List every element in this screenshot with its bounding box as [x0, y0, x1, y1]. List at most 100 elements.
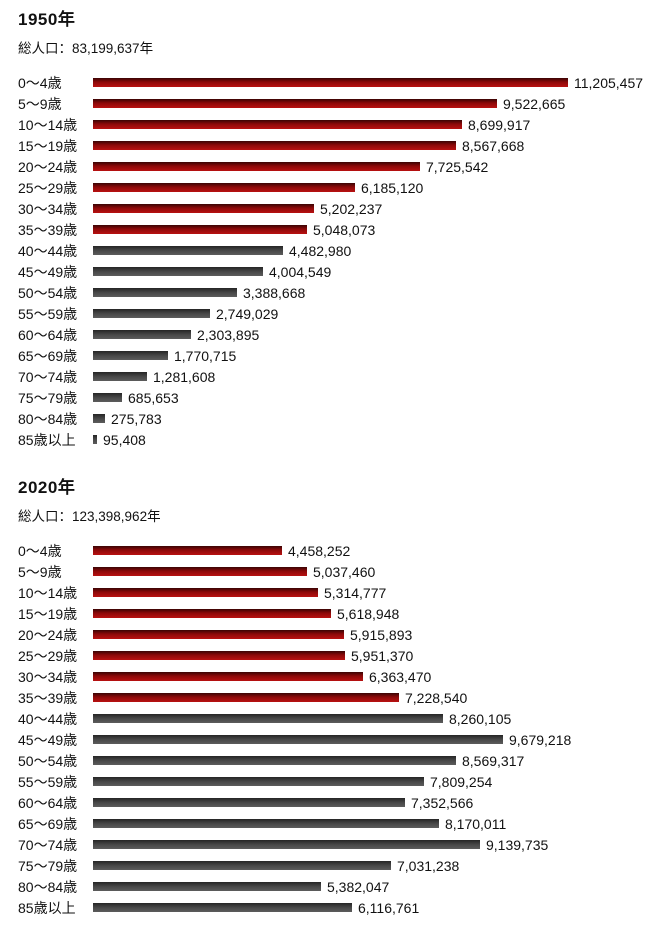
value-label: 11,205,457: [574, 74, 644, 91]
age-group-label: 60〜64歳: [18, 326, 78, 343]
bar-row: 85歳以上 6,116,761: [18, 897, 650, 918]
value-label: 6,363,470: [369, 668, 432, 685]
value-label: 8,569,317: [462, 752, 525, 769]
age-group-label: 20〜24歳: [18, 626, 78, 643]
age-group-label: 80〜84歳: [18, 878, 78, 895]
age-group-label: 15〜19歳: [18, 137, 78, 154]
bar-row: 60〜64歳 2,303,895: [18, 324, 650, 345]
bar-row: 20〜24歳 7,725,542: [18, 156, 650, 177]
population-bar-gray: [93, 798, 405, 807]
bar-row: 25〜29歳 5,951,370: [18, 645, 650, 666]
value-label: 7,809,254: [430, 773, 493, 790]
bar-row: 45〜49歳 9,679,218: [18, 729, 650, 750]
age-group-label: 50〜54歳: [18, 752, 78, 769]
chart-rows-1950: 0〜4歳 11,205,457 5〜9歳 9,522,665 10〜14歳 8,699,9…: [18, 72, 650, 450]
value-label: 4,004,549: [269, 263, 332, 280]
bar-row: 20〜24歳 5,915,893: [18, 624, 650, 645]
age-group-label: 55〜59歳: [18, 305, 78, 322]
value-label: 8,260,105: [449, 710, 512, 727]
age-group-label: 70〜74歳: [18, 368, 78, 385]
population-bar-red: [93, 99, 497, 108]
population-bar-gray: [93, 288, 237, 297]
age-group-label: 50〜54歳: [18, 284, 78, 301]
age-group-label: 20〜24歳: [18, 158, 78, 175]
bar-row: 0〜4歳 11,205,457: [18, 72, 650, 93]
age-group-label: 40〜44歳: [18, 710, 78, 727]
age-group-label: 0〜4歳: [18, 542, 62, 559]
value-label: 7,352,566: [411, 794, 474, 811]
value-label: 5,951,370: [351, 647, 414, 664]
value-label: 9,522,665: [503, 95, 566, 112]
population-bar-gray: [93, 372, 147, 381]
age-group-label: 35〜39歳: [18, 689, 78, 706]
bar-row: 60〜64歳 7,352,566: [18, 792, 650, 813]
population-bar-gray: [93, 330, 191, 339]
age-group-label: 75〜79歳: [18, 389, 78, 406]
population-bar-red: [93, 609, 331, 618]
value-label: 2,303,895: [197, 326, 260, 343]
bar-row: 35〜39歳 5,048,073: [18, 219, 650, 240]
population-bar-red: [93, 120, 462, 129]
age-group-label: 45〜49歳: [18, 263, 78, 280]
population-bar-gray: [93, 351, 168, 360]
value-label: 9,139,735: [486, 836, 549, 853]
bar-row: 5〜9歳 5,037,460: [18, 561, 650, 582]
age-group-label: 10〜14歳: [18, 584, 78, 601]
value-label: 8,170,011: [445, 815, 507, 832]
age-group-label: 45〜49歳: [18, 731, 78, 748]
population-bar-gray: [93, 714, 443, 723]
population-bar-gray: [93, 393, 122, 402]
chart-section-2020: 2020年 総人口：123,398,962年 0〜4歳 4,458,252 5〜9歳…: [18, 478, 650, 918]
bar-row: 65〜69歳 1,770,715: [18, 345, 650, 366]
total-population-2020: 総人口：123,398,962年: [18, 509, 161, 524]
bar-row: 75〜79歳 7,031,238: [18, 855, 650, 876]
age-group-label: 65〜69歳: [18, 815, 78, 832]
bar-row: 30〜34歳 5,202,237: [18, 198, 650, 219]
chart-rows-2020: 0〜4歳 4,458,252 5〜9歳 5,037,460 10〜14歳 5,314,77…: [18, 540, 650, 918]
bar-row: 80〜84歳 5,382,047: [18, 876, 650, 897]
age-group-label: 70〜74歳: [18, 836, 78, 853]
value-label: 685,653: [128, 389, 179, 406]
population-bar-gray: [93, 840, 480, 849]
value-label: 6,116,761: [358, 899, 420, 916]
population-bar-gray: [93, 903, 352, 912]
population-bar-gray: [93, 435, 97, 444]
population-bar-gray: [93, 735, 503, 744]
population-bar-gray: [93, 267, 263, 276]
bar-row: 70〜74歳 1,281,608: [18, 366, 650, 387]
bar-row: 75〜79歳 685,653: [18, 387, 650, 408]
bar-row: 50〜54歳 8,569,317: [18, 750, 650, 771]
value-label: 275,783: [111, 410, 162, 427]
bar-row: 70〜74歳 9,139,735: [18, 834, 650, 855]
age-group-label: 5〜9歳: [18, 95, 62, 112]
bar-row: 0〜4歳 4,458,252: [18, 540, 650, 561]
value-label: 9,679,218: [509, 731, 572, 748]
age-group-label: 30〜34歳: [18, 200, 78, 217]
value-label: 95,408: [103, 431, 146, 448]
value-label: 4,482,980: [289, 242, 352, 259]
population-bar-gray: [93, 756, 456, 765]
chart-title-2020: 2020年: [18, 478, 76, 497]
age-group-label: 85歳以上: [18, 431, 76, 448]
value-label: 8,567,668: [462, 137, 525, 154]
age-group-label: 25〜29歳: [18, 179, 78, 196]
total-population-1950: 総人口：83,199,637年: [18, 41, 154, 56]
population-bar-red: [93, 651, 345, 660]
value-label: 5,048,073: [313, 221, 376, 238]
bar-row: 85歳以上 95,408: [18, 429, 650, 450]
population-bar-gray: [93, 246, 283, 255]
value-label: 8,699,917: [468, 116, 531, 133]
value-label: 5,314,777: [324, 584, 387, 601]
bar-row: 40〜44歳 8,260,105: [18, 708, 650, 729]
value-label: 3,388,668: [243, 284, 306, 301]
bar-row: 80〜84歳 275,783: [18, 408, 650, 429]
chart-section-1950: 1950年 総人口：83,199,637年 0〜4歳 11,205,457 5〜9歳…: [18, 10, 650, 450]
age-group-label: 30〜34歳: [18, 668, 78, 685]
population-bar-red: [93, 546, 282, 555]
age-group-label: 35〜39歳: [18, 221, 78, 238]
age-group-label: 15〜19歳: [18, 605, 78, 622]
value-label: 7,228,540: [405, 689, 468, 706]
population-bar-red: [93, 204, 314, 213]
chart-title-1950: 1950年: [18, 10, 76, 29]
